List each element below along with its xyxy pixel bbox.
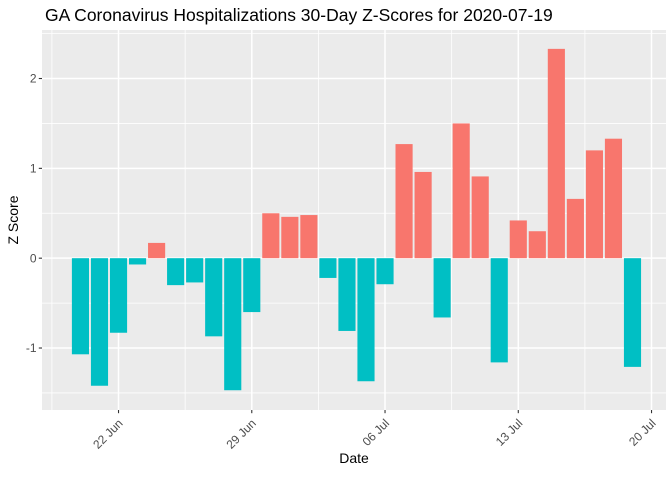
y-tick-label: 2 xyxy=(30,72,37,86)
y-axis-title: Z Score xyxy=(5,195,21,245)
bar xyxy=(585,150,603,259)
bar xyxy=(604,138,623,259)
x-tick-label: 22 Jun xyxy=(90,416,125,451)
bar xyxy=(471,176,489,259)
bar xyxy=(262,213,280,259)
bar xyxy=(319,258,337,278)
bar xyxy=(376,258,394,285)
y-tick-label: 0 xyxy=(30,251,37,265)
bar xyxy=(109,258,128,333)
bar xyxy=(395,144,413,259)
bar xyxy=(338,258,356,331)
bar xyxy=(243,258,261,313)
bar xyxy=(452,123,470,259)
bar xyxy=(300,215,318,259)
bar xyxy=(433,258,451,318)
bar xyxy=(205,258,223,337)
bar xyxy=(566,198,584,259)
bar xyxy=(414,171,432,259)
bar xyxy=(167,258,185,286)
bar xyxy=(71,258,90,355)
bar xyxy=(490,258,508,363)
bar xyxy=(281,216,299,259)
x-tick-label: 20 Jul xyxy=(626,416,659,449)
chart-title: GA Coronavirus Hospitalizations 30-Day Z… xyxy=(45,5,553,25)
bar xyxy=(623,258,642,367)
bar xyxy=(186,258,204,283)
x-axis-title: Date xyxy=(339,450,369,466)
bar xyxy=(509,220,527,259)
y-tick-label: -1 xyxy=(26,341,37,355)
x-tick-label: 29 Jun xyxy=(224,416,259,451)
bar xyxy=(148,242,166,259)
bar xyxy=(224,258,242,391)
bar xyxy=(528,231,546,259)
y-tick-label: 1 xyxy=(30,162,37,176)
bar xyxy=(90,258,109,386)
bar xyxy=(547,48,565,259)
x-tick-label: 13 Jul xyxy=(493,416,526,449)
bar xyxy=(128,258,147,265)
x-tick-label: 06 Jul xyxy=(360,416,393,449)
bar xyxy=(357,258,375,382)
